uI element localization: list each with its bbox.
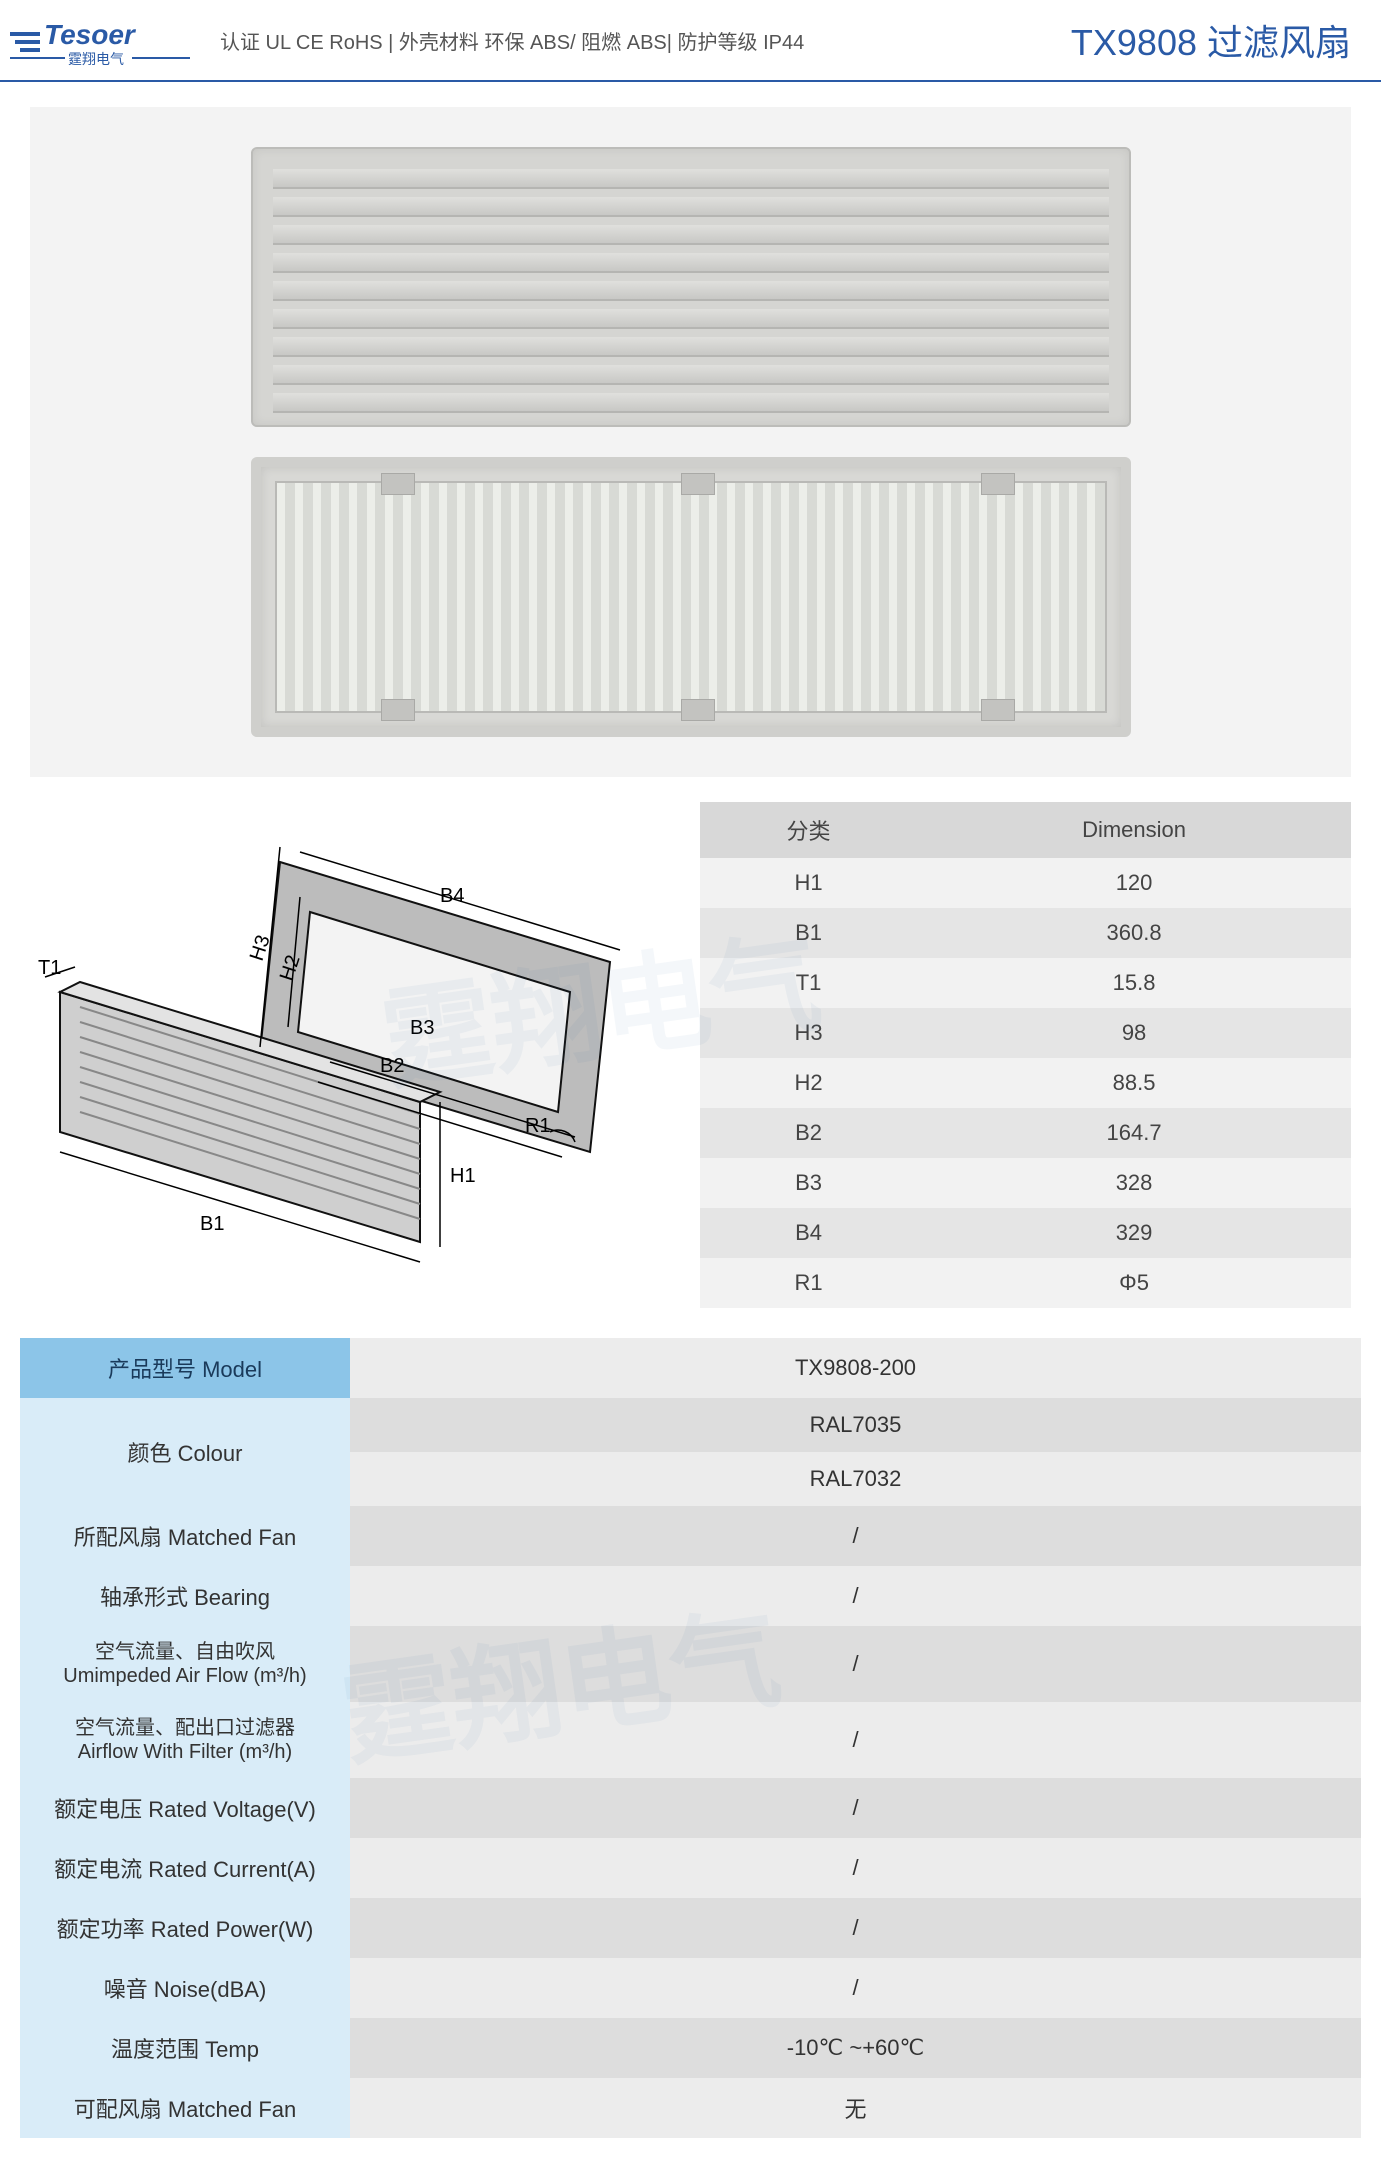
table-cell: 88.5: [917, 1058, 1351, 1108]
table-header: Dimension: [917, 802, 1351, 858]
table-row: 颜色 ColourRAL7035: [20, 1398, 1361, 1452]
spec-label: 额定功率 Rated Power(W): [20, 1898, 350, 1958]
dim-label: B3: [410, 1017, 434, 1039]
header: Tesoer 霆翔电气 认证 UL CE RoHS | 外壳材料 环保 ABS/…: [0, 0, 1381, 82]
spec-label: 可配风扇 Matched Fan: [20, 2078, 350, 2138]
table-cell: H1: [700, 858, 917, 908]
table-cell: B2: [700, 1108, 917, 1158]
spec-value: /: [350, 1566, 1361, 1626]
table-cell: H2: [700, 1058, 917, 1108]
spec-value: /: [350, 1506, 1361, 1566]
table-cell: B3: [700, 1158, 917, 1208]
table-row: 轴承形式 Bearing/: [20, 1566, 1361, 1626]
spec-value: /: [350, 1838, 1361, 1898]
spec-value: /: [350, 1626, 1361, 1702]
spec-label: 空气流量、配出口过滤器Airflow With Filter (m³/h): [20, 1702, 350, 1778]
spec-value: RAL7032: [350, 1452, 1361, 1506]
table-row: B3328: [700, 1158, 1351, 1208]
table-cell: 120: [917, 858, 1351, 908]
table-cell: T1: [700, 958, 917, 1008]
spec-label: 轴承形式 Bearing: [20, 1566, 350, 1626]
table-cell: 329: [917, 1208, 1351, 1258]
dimension-section: 霆翔电气: [0, 802, 1381, 1328]
spec-table: 产品型号 ModelTX9808-200颜色 ColourRAL7035RAL7…: [20, 1338, 1361, 2138]
table-row: 温度范围 Temp-10℃ ~+60℃: [20, 2018, 1361, 2078]
spec-label: 额定电流 Rated Current(A): [20, 1838, 350, 1898]
table-row: 所配风扇 Matched Fan/: [20, 1506, 1361, 1566]
spec-value: /: [350, 1958, 1361, 2018]
table-cell: Φ5: [917, 1258, 1351, 1308]
spec-value: -10℃ ~+60℃: [350, 2018, 1361, 2078]
page-title: TX9808 过滤风扇: [1071, 14, 1351, 66]
dimension-diagram: T1 B1 H1 H2 H3 B2 B3 B4 R1: [30, 802, 680, 1272]
table-row: R1Φ5: [700, 1258, 1351, 1308]
spec-label: 颜色 Colour: [20, 1398, 350, 1506]
logo-block: Tesoer 霆翔电气 认证 UL CE RoHS | 外壳材料 环保 ABS/…: [10, 10, 804, 70]
spec-label: 额定电压 Rated Voltage(V): [20, 1778, 350, 1838]
table-header: 分类: [700, 802, 917, 858]
table-row: B2164.7: [700, 1108, 1351, 1158]
table-row: 额定电流 Rated Current(A)/: [20, 1838, 1361, 1898]
svg-text:霆翔电气: 霆翔电气: [68, 51, 124, 67]
table-row: 额定功率 Rated Power(W)/: [20, 1898, 1361, 1958]
table-row: B4329: [700, 1208, 1351, 1258]
table-row: 空气流量、自由吹风Umimpeded Air Flow (m³/h)/: [20, 1626, 1361, 1702]
table-row: H1120: [700, 858, 1351, 908]
page: Tesoer 霆翔电气 认证 UL CE RoHS | 外壳材料 环保 ABS/…: [0, 0, 1381, 2138]
spec-value: /: [350, 1702, 1361, 1778]
dim-label: T1: [38, 957, 61, 979]
table-header-row: 分类 Dimension: [700, 802, 1351, 858]
spec-label: 产品型号 Model: [20, 1338, 350, 1398]
spec-label: 所配风扇 Matched Fan: [20, 1506, 350, 1566]
table-row: 可配风扇 Matched Fan无: [20, 2078, 1361, 2138]
spec-value: /: [350, 1778, 1361, 1838]
product-image-area: 霆翔电气: [30, 107, 1351, 777]
table-cell: H3: [700, 1008, 917, 1058]
table-cell: B1: [700, 908, 917, 958]
table-cell: 328: [917, 1158, 1351, 1208]
table-cell: 98: [917, 1008, 1351, 1058]
certification-text: 认证 UL CE RoHS | 外壳材料 环保 ABS/ 阻燃 ABS| 防护等…: [220, 26, 804, 55]
spec-value: /: [350, 1898, 1361, 1958]
dim-label: R1: [525, 1115, 551, 1137]
table-row: H288.5: [700, 1058, 1351, 1108]
table-row: H398: [700, 1008, 1351, 1058]
spec-label: 空气流量、自由吹风Umimpeded Air Flow (m³/h): [20, 1626, 350, 1702]
table-row: B1360.8: [700, 908, 1351, 958]
product-front: [251, 147, 1131, 427]
spec-value: RAL7035: [350, 1398, 1361, 1452]
dim-label: H1: [450, 1165, 476, 1187]
dimension-table: 分类 Dimension H1120B1360.8T115.8H398H288.…: [700, 802, 1351, 1308]
product-back: [251, 457, 1131, 737]
spec-label: 噪音 Noise(dBA): [20, 1958, 350, 2018]
table-row: 额定电压 Rated Voltage(V)/: [20, 1778, 1361, 1838]
dim-label: B4: [440, 885, 464, 907]
table-cell: B4: [700, 1208, 917, 1258]
table-row: 空气流量、配出口过滤器Airflow With Filter (m³/h)/: [20, 1702, 1361, 1778]
table-row: 产品型号 ModelTX9808-200: [20, 1338, 1361, 1398]
spec-value: TX9808-200: [350, 1338, 1361, 1398]
table-row: T115.8: [700, 958, 1351, 1008]
svg-text:Tesoer: Tesoer: [44, 19, 137, 50]
table-cell: R1: [700, 1258, 917, 1308]
table-cell: 164.7: [917, 1108, 1351, 1158]
table-cell: 15.8: [917, 958, 1351, 1008]
table-cell: 360.8: [917, 908, 1351, 958]
dim-label: B2: [380, 1055, 404, 1077]
spec-label: 温度范围 Temp: [20, 2018, 350, 2078]
spec-section: 霆翔电气 产品型号 ModelTX9808-200颜色 ColourRAL703…: [0, 1338, 1381, 2138]
dim-label: B1: [200, 1213, 224, 1235]
brand-logo: Tesoer 霆翔电气: [10, 10, 190, 70]
table-row: 噪音 Noise(dBA)/: [20, 1958, 1361, 2018]
spec-value: 无: [350, 2078, 1361, 2138]
